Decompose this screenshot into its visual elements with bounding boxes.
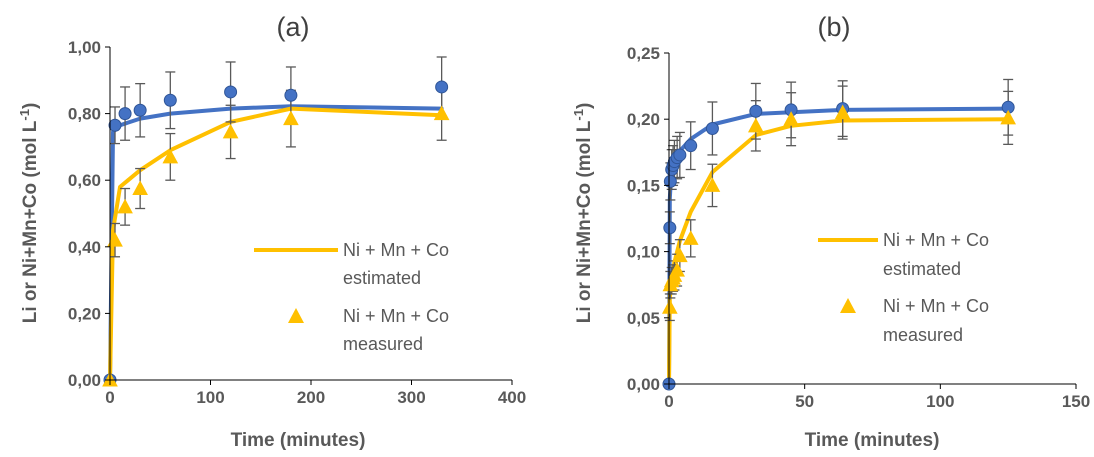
x-tick-label: 400 <box>498 388 526 407</box>
data-point-triangle <box>672 247 688 263</box>
legend-label: Ni + Mn + Co <box>343 240 449 260</box>
y-tick-label: 0,40 <box>68 238 101 257</box>
data-point-triangle <box>117 198 133 214</box>
plot-marks <box>102 56 450 387</box>
data-point-circle <box>663 221 677 235</box>
x-axis-title: Time (minutes) <box>231 430 366 451</box>
y-axis-title-tail: ) <box>20 103 41 109</box>
y-tick-label: 0,20 <box>68 304 101 323</box>
data-point-circle <box>673 148 687 162</box>
data-point-triangle <box>132 180 148 196</box>
data-point-triangle <box>783 111 799 126</box>
y-tick-label: 0,00 <box>68 371 101 390</box>
data-point-triangle <box>661 299 678 314</box>
chart-panel-a: (a) Time (minutes) Li or Ni+Mn+Co (mol L… <box>17 12 526 451</box>
y-tick-label: 0,60 <box>68 171 101 190</box>
data-point-triangle <box>433 105 450 121</box>
x-tick-label: 150 <box>1062 392 1090 411</box>
y-axis-title-main: Li or Ni+Mn+Co (mol L <box>574 120 595 323</box>
x-tick-label: 300 <box>397 388 425 407</box>
y-tick-label: 0,15 <box>627 176 660 195</box>
data-point-circle <box>163 93 177 107</box>
y-tick-label: 0,05 <box>627 309 660 328</box>
y-tick-label: 0,20 <box>627 110 660 129</box>
y-axis-title-superscript: -1 <box>571 109 586 121</box>
y-tick-label: 0,80 <box>68 105 101 124</box>
legend: Ni + Mn + Co estimated Ni + Mn + Co measure… <box>254 240 449 354</box>
plot-axes: 0,00 0,05 0,10 0,15 0,20 0,25 0 50 100 150 <box>627 44 1090 411</box>
data-point-triangle <box>1000 109 1017 125</box>
legend-label: Ni + Mn + Co <box>883 230 989 250</box>
legend-label: Ni + Mn + Co <box>343 306 449 326</box>
x-tick-label: 0 <box>664 392 673 411</box>
plot-axes: 0,00 0,20 0,40 0,60 0,80 1,00 0 100 200 300 400 <box>68 38 526 407</box>
data-point-triangle <box>834 104 851 120</box>
legend-label: measured <box>883 325 963 345</box>
chart-title: (b) <box>818 12 851 42</box>
x-tick-label: 100 <box>926 392 954 411</box>
legend-label: estimated <box>883 259 961 279</box>
legend-triangle-swatch <box>288 308 304 323</box>
data-point-circle <box>705 121 719 135</box>
y-axis-title-superscript: -1 <box>17 109 32 121</box>
legend-label: measured <box>343 334 423 354</box>
data-point-triangle <box>107 232 123 247</box>
data-point-circle <box>118 107 132 121</box>
data-point-triangle <box>669 262 685 277</box>
data-point-circle <box>108 118 122 132</box>
data-point-circle <box>749 104 763 118</box>
x-tick-label: 0 <box>105 388 114 407</box>
y-axis-title-tail: ) <box>574 103 595 109</box>
legend: Ni + Mn + Co estimated Ni + Mn + Co measure… <box>818 230 989 345</box>
data-point-triangle <box>283 110 299 126</box>
y-tick-label: 0,25 <box>627 44 660 63</box>
x-axis-title: Time (minutes) <box>805 430 940 451</box>
data-point-circle <box>435 80 449 94</box>
data-point-triangle <box>747 117 764 133</box>
y-tick-label: 0,10 <box>627 243 660 262</box>
y-axis-title: Li or Ni+Mn+Co (mol L-1) <box>571 103 595 324</box>
data-point-triangle <box>162 148 179 164</box>
y-tick-label: 0,00 <box>627 375 660 394</box>
data-point-triangle <box>682 230 699 245</box>
data-point-circle <box>133 103 147 117</box>
data-point-circle <box>224 85 238 99</box>
data-point-triangle <box>704 177 721 192</box>
chart-title: (a) <box>277 12 310 42</box>
y-axis-title-main: Li or Ni+Mn+Co (mol L <box>20 120 41 323</box>
data-point-triangle <box>222 123 239 139</box>
x-tick-label: 50 <box>795 392 814 411</box>
y-tick-label: 1,00 <box>68 38 101 57</box>
chart-panel-b: (b) Time (minutes) Li or Ni+Mn+Co (mol L… <box>571 12 1090 451</box>
x-tick-label: 100 <box>196 388 224 407</box>
data-point-circle <box>684 139 698 153</box>
legend-label: Ni + Mn + Co <box>883 296 989 316</box>
y-axis-title: Li or Ni+Mn+Co (mol L-1) <box>17 103 41 324</box>
legend-triangle-swatch <box>840 298 856 313</box>
x-tick-label: 200 <box>297 388 325 407</box>
data-point-circle <box>284 88 298 102</box>
plot-marks <box>661 78 1017 391</box>
legend-label: estimated <box>343 268 421 288</box>
